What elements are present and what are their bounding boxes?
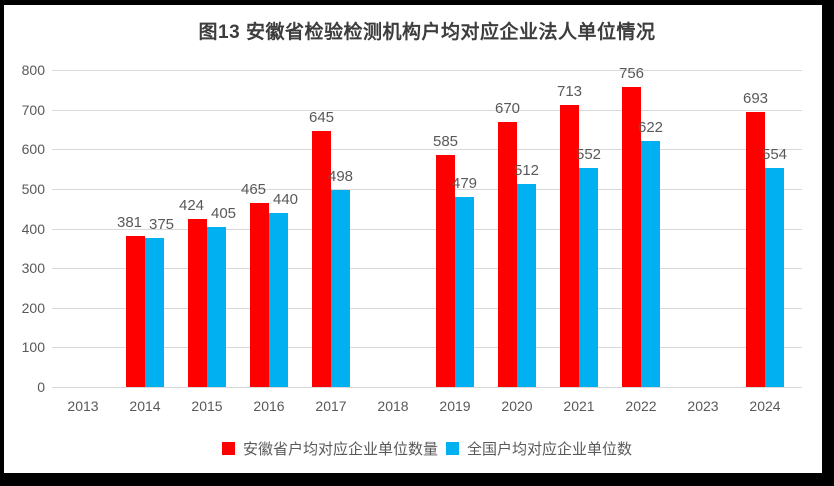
bar-anhui [622, 87, 641, 387]
frame-border-top [0, 0, 834, 5]
bar-anhui [250, 202, 269, 387]
y-axis-tick-label: 100 [21, 339, 45, 356]
bar-anhui [312, 131, 331, 387]
x-axis-tick-label: 2016 [253, 398, 285, 414]
gridline [52, 188, 802, 190]
gridline [52, 307, 802, 309]
legend-swatch-anhui [221, 441, 235, 455]
frame-border-left [0, 0, 4, 486]
bar-anhui [498, 121, 517, 387]
value-label: 554 [761, 145, 788, 163]
value-label: 756 [618, 65, 645, 83]
x-axis-tick-label: 2013 [67, 398, 99, 414]
y-axis-tick-label: 400 [21, 220, 45, 237]
x-axis-tick-label: 2015 [191, 398, 223, 414]
y-axis-tick-label: 600 [21, 141, 45, 158]
value-label: 585 [432, 133, 459, 151]
bar-national [579, 168, 598, 387]
x-axis-tick-label: 2018 [377, 398, 409, 414]
bar-national [455, 197, 474, 387]
y-axis-tick-label: 0 [37, 379, 45, 395]
frame-border-bottom [0, 473, 834, 486]
bar-national [765, 167, 784, 387]
gridline [52, 387, 802, 388]
bar-anhui [126, 236, 145, 387]
bar-anhui [188, 219, 207, 387]
bar-national [145, 238, 164, 387]
gridline [52, 347, 802, 349]
value-label: 498 [327, 167, 354, 185]
x-axis-tick-label: 2017 [315, 398, 347, 414]
x-axis-tick-label: 2014 [129, 398, 161, 414]
bar-anhui [436, 155, 455, 387]
x-axis-tick-label: 2024 [749, 398, 781, 414]
value-label: 381 [116, 214, 143, 231]
y-axis-tick-label: 800 [21, 62, 45, 78]
value-label: 512 [513, 162, 540, 180]
bar-national [331, 189, 350, 387]
value-label: 440 [272, 190, 299, 208]
value-label: 645 [308, 109, 335, 127]
bar-anhui [746, 112, 765, 387]
x-axis-tick-label: 2021 [563, 398, 595, 414]
gridline [52, 149, 802, 151]
gridline [52, 70, 802, 71]
gridline [52, 268, 802, 270]
value-label: 405 [210, 204, 237, 222]
y-axis-tick-label: 500 [21, 180, 45, 197]
value-label: 465 [240, 180, 267, 198]
bar-national [517, 184, 536, 387]
x-axis-tick-label: 2020 [501, 398, 533, 414]
value-label: 479 [451, 175, 478, 193]
y-axis-tick-label: 300 [21, 260, 45, 277]
legend: 安徽省户均对应企业单位数量 全国户均对应企业单位数 [52, 438, 802, 458]
x-axis-tick-label: 2019 [439, 398, 471, 414]
value-label: 622 [637, 118, 664, 136]
gridline [52, 109, 802, 111]
legend-label-anhui: 安徽省户均对应企业单位数量 [242, 440, 438, 458]
bar-national [207, 226, 226, 387]
value-label: 552 [575, 146, 602, 164]
value-label: 424 [178, 197, 205, 214]
chart-title: 图13 安徽省检验检测机构户均对应企业法人单位情况 [198, 22, 656, 43]
bar-national [641, 140, 660, 387]
value-label: 375 [148, 216, 175, 234]
value-label: 713 [556, 82, 583, 100]
value-label: 670 [494, 99, 521, 117]
value-label: 693 [742, 90, 769, 108]
x-axis-tick-label: 2023 [687, 398, 719, 414]
bar-national [269, 212, 288, 387]
gridline [52, 228, 802, 230]
legend-swatch-national [446, 441, 459, 455]
frame-border-right [822, 0, 834, 486]
y-axis-tick-label: 200 [21, 299, 45, 316]
y-axis-tick-label: 700 [21, 101, 45, 118]
bar-anhui [560, 104, 579, 387]
x-axis-tick-label: 2022 [625, 398, 657, 414]
legend-label-national: 全国户均对应企业单位数 [467, 440, 633, 458]
